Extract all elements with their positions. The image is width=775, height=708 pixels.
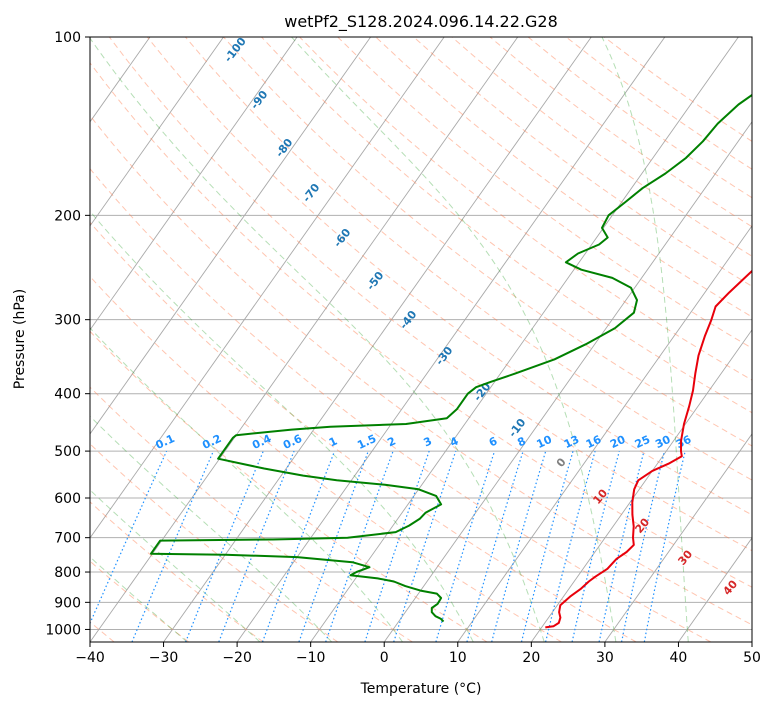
y-tick-label: 200	[54, 208, 81, 224]
dry-adiabat	[108, 37, 752, 552]
isotherm-line	[310, 37, 739, 642]
dry-adiabat	[90, 275, 562, 642]
x-tick-label: −10	[296, 650, 326, 666]
y-tick-label: 300	[54, 313, 81, 329]
mixing-ratio-line	[621, 450, 665, 642]
mixing-ratio-lines	[90, 450, 686, 642]
moist-adiabat	[291, 37, 617, 642]
dry-adiabat	[90, 386, 413, 642]
dry-adiabat	[90, 501, 264, 642]
isotherm-line	[90, 37, 298, 331]
y-tick-label: 500	[54, 444, 81, 460]
mixing-ratio-line	[90, 450, 168, 625]
mixing-ratio-line	[218, 450, 295, 642]
x-tick-label: 40	[670, 650, 688, 666]
isotherm-line	[90, 37, 371, 435]
x-tick-label: −20	[222, 650, 252, 666]
mixing-ratio-label: 10	[535, 433, 555, 451]
dry-adiabat	[375, 37, 752, 318]
mixing-ratio-line	[364, 450, 430, 642]
y-tick-label: 900	[54, 595, 81, 611]
mixing-ratio-label: 36	[674, 433, 694, 451]
mixing-ratio-label: 20	[608, 433, 628, 451]
dry-adiabat	[146, 37, 752, 516]
dry-adiabat	[90, 167, 712, 642]
plot-frame	[89, 36, 753, 643]
moist-adiabat	[90, 37, 545, 642]
mixing-ratio-line	[466, 450, 524, 642]
isotherm-line	[530, 329, 752, 642]
mixing-ratio-label: 13	[562, 433, 581, 451]
chart-title: wetPf2_S128.2024.096.14.22.G28	[284, 12, 558, 32]
moist-adiabat	[90, 489, 261, 642]
moist-adiabats	[90, 37, 689, 642]
isotherm-line	[678, 537, 752, 642]
x-axis-label: Temperature (°C)	[360, 681, 482, 697]
dry-adiabat	[90, 62, 752, 588]
skewed-isotherms	[90, 37, 752, 642]
dry-adiabat	[90, 221, 637, 642]
dry-adiabat	[90, 330, 488, 642]
dry-adiabat	[90, 114, 752, 626]
x-axis: −40 −30 −20 −10 0 10 20 30 40 50	[75, 642, 761, 666]
mixing-ratio-label: 16	[584, 433, 604, 451]
isotherm-line	[90, 37, 445, 539]
mixing-ratio-line	[520, 450, 574, 642]
pressure-gridlines	[90, 37, 752, 630]
isotherm-line	[90, 37, 224, 227]
mixing-ratio-line	[261, 450, 336, 642]
x-tick-label: −30	[149, 650, 179, 666]
mixing-ratio-line	[298, 450, 369, 642]
y-tick-label: 700	[54, 531, 81, 547]
mixing-ratio-line	[545, 450, 596, 642]
x-tick-label: −40	[75, 650, 105, 666]
x-tick-label: 10	[449, 650, 467, 666]
dry-adiabat	[299, 37, 752, 381]
moist-adiabat	[90, 327, 403, 642]
mixing-ratio-line	[393, 450, 457, 642]
y-tick-label: 400	[54, 387, 81, 403]
profile-traces	[150, 93, 752, 629]
mixing-ratio-line	[185, 450, 264, 642]
mixing-ratio-label: 25	[633, 433, 652, 451]
y-tick-label: 100	[54, 30, 81, 46]
y-axis: 100 200 300 400 500 600 700 800 900 1000	[45, 30, 90, 638]
mixing-ratio-line	[571, 450, 620, 642]
y-tick-label: 800	[54, 565, 81, 581]
isotherm-line	[457, 225, 752, 642]
moist-adiabat	[90, 556, 188, 642]
annotation-labels: -100-90-80-70-60-50-40-30-20-100.1 0.2 0.4…	[154, 37, 741, 598]
mixing-ratio-line	[131, 450, 214, 642]
temperature-trace	[545, 269, 752, 629]
y-tick-label: 600	[54, 491, 81, 507]
x-tick-label: 50	[743, 650, 761, 666]
y-tick-label: 1000	[45, 622, 81, 638]
mixing-ratio-line	[491, 450, 547, 642]
plot-background	[90, 37, 752, 642]
x-tick-label: 0	[380, 650, 389, 666]
isotherm-line	[163, 37, 592, 642]
mixing-ratio-line	[325, 450, 394, 642]
dry-adiabat	[337, 37, 752, 349]
moist-adiabat	[601, 37, 689, 642]
isotherm-line	[604, 433, 752, 642]
dry-adiabats	[90, 37, 752, 642]
mixing-ratio-label: 30	[653, 433, 673, 451]
y-axis-label: Pressure (hPa)	[12, 289, 28, 389]
mixing-ratio-line	[598, 450, 645, 642]
isotherm-line	[236, 37, 666, 642]
isotherm-line	[383, 121, 752, 642]
dewpoint-trace	[150, 93, 752, 623]
x-tick-label: 20	[522, 650, 540, 666]
moist-adiabat	[90, 210, 474, 642]
x-tick-label: 30	[596, 650, 614, 666]
mixing-ratio-line	[435, 450, 496, 642]
